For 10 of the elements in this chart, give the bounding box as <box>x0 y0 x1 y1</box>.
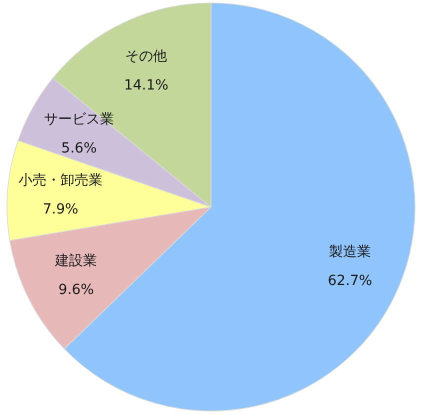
slice-label: 建設業 <box>54 252 98 269</box>
data-label: 62.7% <box>328 272 372 289</box>
data-label: 7.9% <box>42 201 78 218</box>
slice-label: 製造業 <box>328 244 371 260</box>
slice-label: その他 <box>125 48 168 65</box>
data-label: 5.6% <box>61 140 97 157</box>
slice-label: 小売・卸売業 <box>18 172 103 188</box>
data-label: 9.6% <box>58 282 94 298</box>
data-label: 14.1% <box>124 78 168 94</box>
slice-label: サービス業 <box>44 112 114 128</box>
